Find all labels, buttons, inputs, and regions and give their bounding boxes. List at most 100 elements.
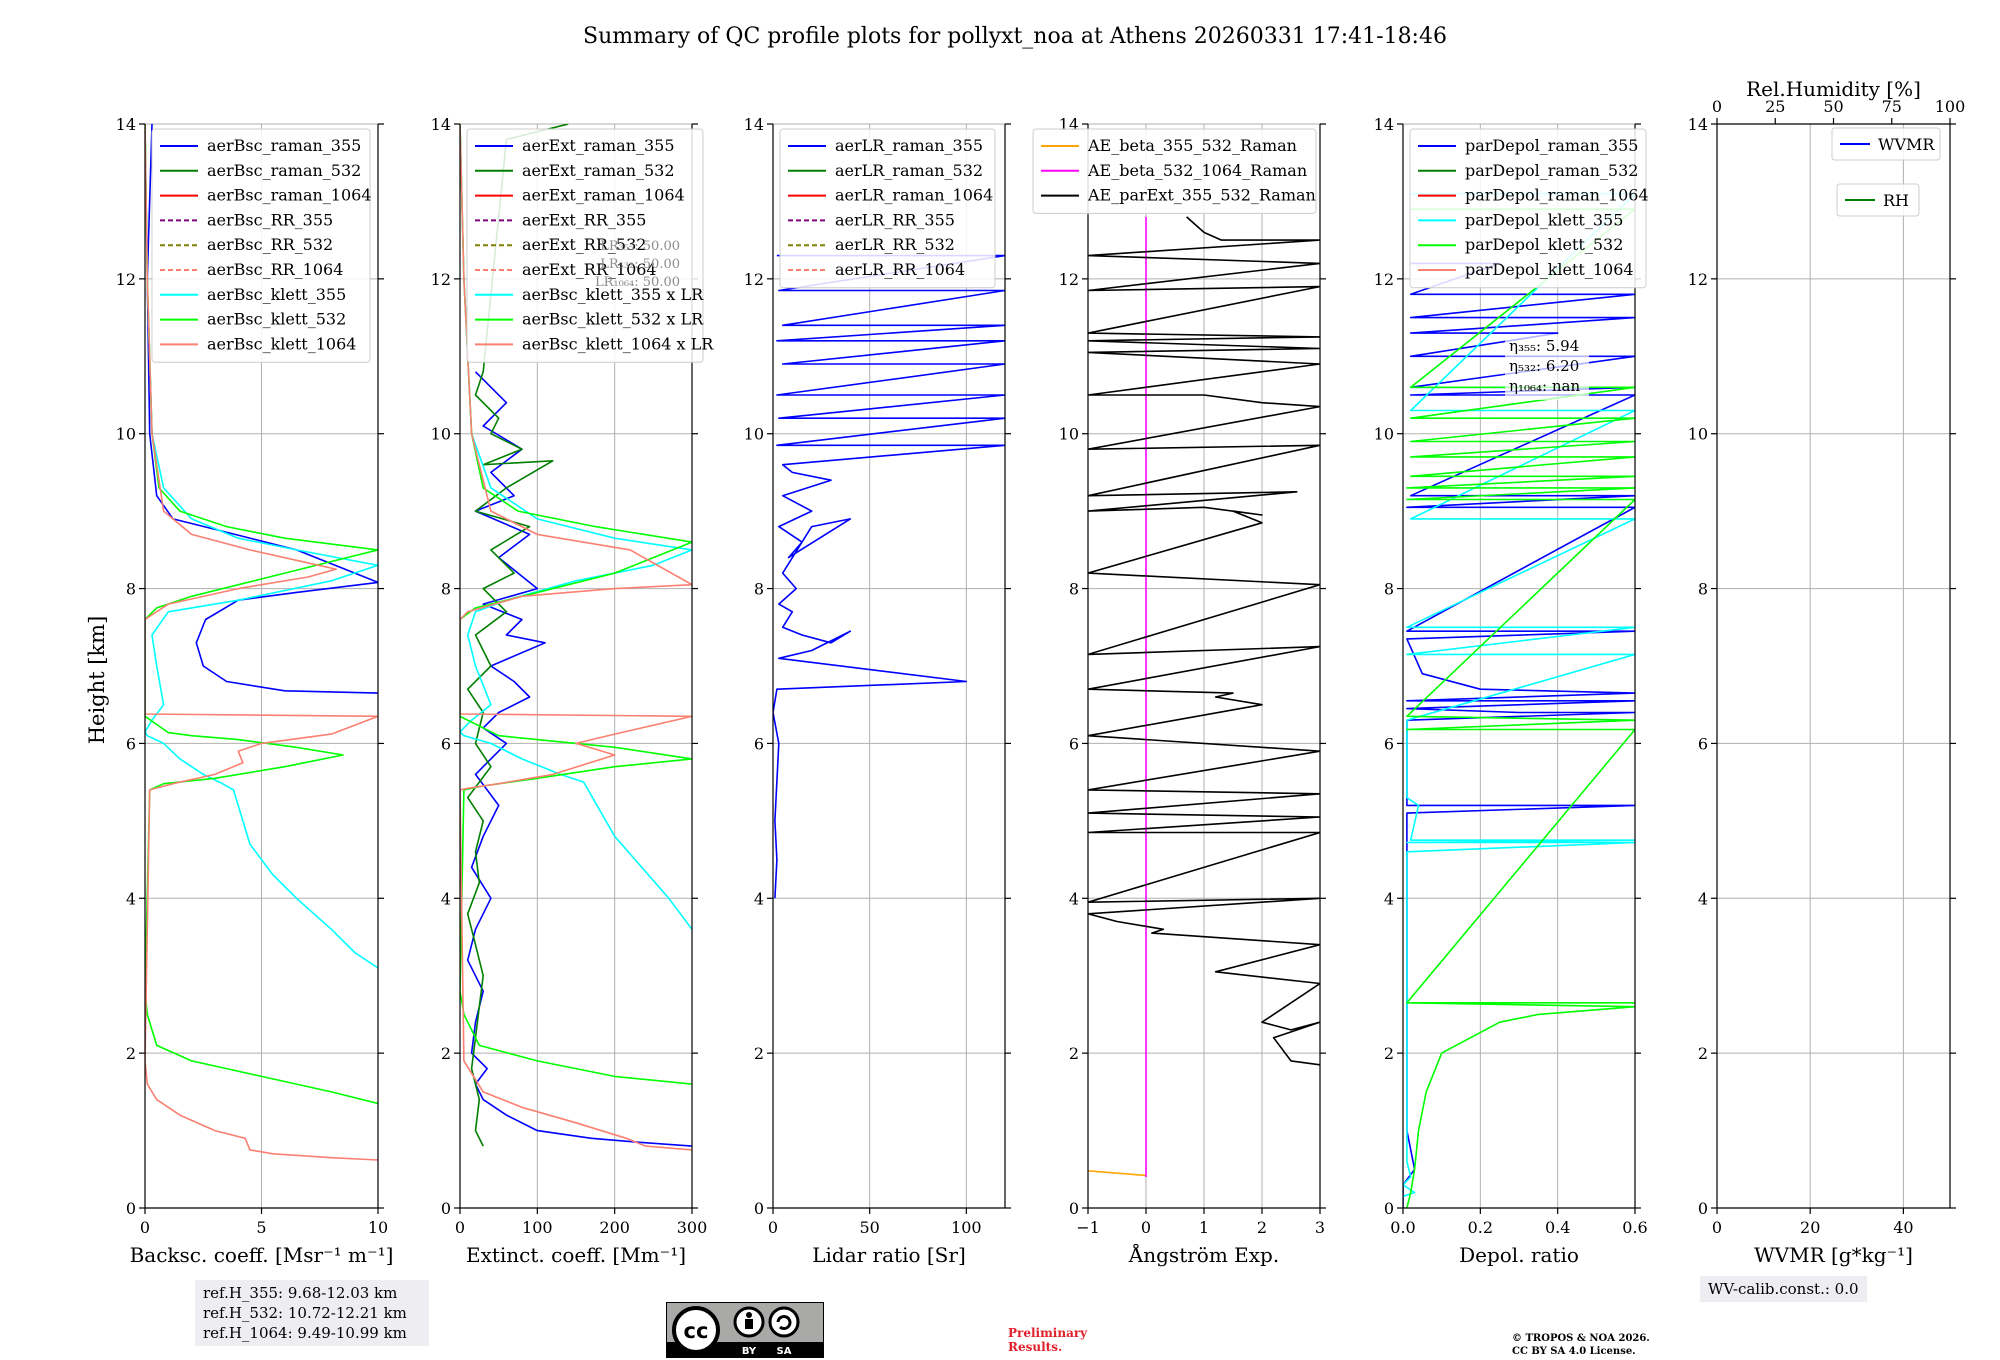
- series-group: [1403, 192, 1635, 1208]
- ref-height-355: ref.H_355: 9.68-12.03 km: [203, 1284, 398, 1302]
- ytick-label: 4: [1069, 889, 1079, 908]
- legend: aerExt_raman_355 aerExt_raman_532 aerExt_r…: [466, 128, 714, 363]
- legend-entry: AE_parExt_355_532_Raman: [1087, 186, 1316, 205]
- cc-icon: [672, 1306, 720, 1354]
- cc-license-badge: cc BY SA: [666, 1302, 824, 1358]
- legend-entry: aerBsc_raman_1064: [207, 186, 372, 205]
- legend-entry: parDepol_klett_1064: [1465, 260, 1634, 279]
- eta-annotation: η₃₅₅: 5.94: [1509, 337, 1579, 355]
- figure-title: Summary of QC profile plots for pollyxt_…: [583, 24, 1447, 49]
- x-axis-label: Extinct. coeff. [Mm⁻¹]: [466, 1243, 686, 1267]
- ytick-label: 10: [1059, 425, 1079, 444]
- ytick-label: 8: [1698, 580, 1708, 599]
- ytick-label: 10: [1688, 425, 1708, 444]
- x-axis-label: Ångström Exp.: [1128, 1242, 1279, 1267]
- preliminary-line-2: Results.: [1008, 1340, 1063, 1354]
- ytick-label: 4: [126, 889, 136, 908]
- series-parDepol_raman_355: [1403, 262, 1635, 1208]
- legend-entry: parDepol_raman_532: [1465, 161, 1638, 180]
- series-group: [460, 124, 692, 1151]
- y-axis-label: Height [km]: [85, 616, 109, 745]
- x-axis-label: WVMR [g*kg⁻¹]: [1754, 1243, 1913, 1267]
- legend-entry: aerBsc_klett_1064: [207, 334, 356, 353]
- legend-entry: AE_beta_355_532_Raman: [1087, 136, 1297, 155]
- ytick-label: 4: [1698, 889, 1708, 908]
- xtick-label: 40: [1893, 1218, 1913, 1237]
- legend-entry: aerLR_raman_355: [835, 136, 983, 155]
- ytick-label: 14: [744, 115, 764, 134]
- series-aerExt_raman_355: [466, 371, 692, 1147]
- copyright-line-1: © TROPOS & NOA 2026.: [1512, 1333, 1650, 1344]
- xtick-label: 0.4: [1545, 1218, 1570, 1237]
- legend-entry: aerBsc_klett_355 x LR: [522, 285, 704, 304]
- legend-entry: aerBsc_RR_355: [207, 210, 333, 229]
- legend-frame: [1836, 183, 1920, 217]
- legend-entry: aerExt_raman_1064: [522, 186, 685, 205]
- top-axis-label: Rel.Humidity [%]: [1746, 77, 1921, 101]
- ytick-label: 8: [1069, 580, 1079, 599]
- top-tick-label: 75: [1882, 97, 1902, 116]
- top-tick-label: 100: [1935, 97, 1966, 116]
- legend-entry: aerBsc_raman_532: [207, 161, 361, 180]
- legend-entry: aerBsc_klett_532 x LR: [522, 310, 704, 329]
- ytick-label: 10: [116, 425, 136, 444]
- xtick-label: 0: [1712, 1218, 1722, 1237]
- xtick-label: 3: [1315, 1218, 1325, 1237]
- ytick-label: 14: [1688, 115, 1708, 134]
- legend-entry: parDepol_klett_532: [1465, 235, 1623, 254]
- eta-annotation: η₅₃₂: 6.20: [1509, 357, 1579, 375]
- series-parDepol_klett_355: [1403, 192, 1635, 1198]
- legend-entry: aerBsc_raman_355: [207, 136, 361, 155]
- ytick-label: 0: [441, 1199, 451, 1218]
- ytick-label: 0: [754, 1199, 764, 1218]
- legend-entry: parDepol_klett_355: [1465, 210, 1623, 229]
- ytick-label: 10: [431, 425, 451, 444]
- legend-entry: aerBsc_klett_1064 x LR: [522, 334, 714, 353]
- series-group: [1088, 216, 1320, 1177]
- ytick-label: 4: [754, 889, 764, 908]
- by-label: BY: [742, 1346, 757, 1357]
- top-tick-label: 50: [1823, 97, 1843, 116]
- legend-entry: aerLR_RR_1064: [835, 260, 965, 279]
- series-aerBsc_klett_532: [145, 124, 378, 1105]
- series-aerBsc_klett_1064: [145, 124, 378, 1161]
- copyright-note: © TROPOS & NOA 2026. CC BY SA 4.0 Licens…: [1512, 1332, 1650, 1358]
- x-axis-label: Backsc. coeff. [Msr⁻¹ m⁻¹]: [130, 1243, 394, 1267]
- ytick-label: 12: [1688, 270, 1708, 289]
- series-group: [773, 254, 1005, 899]
- legend-entry: parDepol_raman_355: [1465, 136, 1638, 155]
- legend-entry: aerBsc_klett_532: [207, 310, 346, 329]
- ytick-label: 2: [1698, 1044, 1708, 1063]
- series-aerBsc_raman_355: [146, 124, 378, 694]
- ytick-label: 8: [754, 580, 764, 599]
- panel-bsc: 0 2 4 6 8 10 12 14 0 5 10 Backsc. coeff. [Msr⁻¹ m⁻¹…: [116, 115, 394, 1267]
- xtick-label: 0.2: [1468, 1218, 1493, 1237]
- top-tick-label: 25: [1765, 97, 1785, 116]
- xtick-label: 1: [1199, 1218, 1209, 1237]
- sa-label: SA: [777, 1346, 792, 1357]
- wv-calib-text: WV-calib.const.: 0.0: [1708, 1280, 1859, 1298]
- cc-icon-label: cc: [684, 1319, 709, 1343]
- legend-entry: aerBsc_klett_355: [207, 285, 346, 304]
- legend-entry: aerExt_RR_355: [522, 210, 646, 229]
- legend-frame: [1831, 127, 1941, 161]
- xtick-label: 10: [368, 1218, 388, 1237]
- ytick-label: 6: [1069, 734, 1079, 753]
- ytick-label: 0: [126, 1199, 136, 1218]
- ref-height-532: ref.H_532: 10.72-12.21 km: [203, 1304, 407, 1322]
- xtick-label: 20: [1800, 1218, 1820, 1237]
- preliminary-note: Preliminary Results.: [1008, 1326, 1087, 1354]
- panel-ext: 0 2 4 6 8 10 12 14 0 100 200 300 Extinct. coeff. [Mm…: [431, 115, 715, 1267]
- ytick-label: 2: [126, 1044, 136, 1063]
- legend-entry: parDepol_raman_1064: [1465, 186, 1649, 205]
- ytick-label: 8: [1384, 580, 1394, 599]
- legend-frame: [466, 128, 704, 363]
- series-AE_parExt_355_532_Raman: [1088, 216, 1320, 1066]
- xtick-label: 50: [859, 1218, 879, 1237]
- legend-entry: aerLR_raman_1064: [835, 186, 993, 205]
- ref-heights-box: ref.H_355: 9.68-12.03 km ref.H_532: 10.7…: [195, 1280, 429, 1346]
- legend-entry: aerExt_raman_355: [522, 136, 675, 155]
